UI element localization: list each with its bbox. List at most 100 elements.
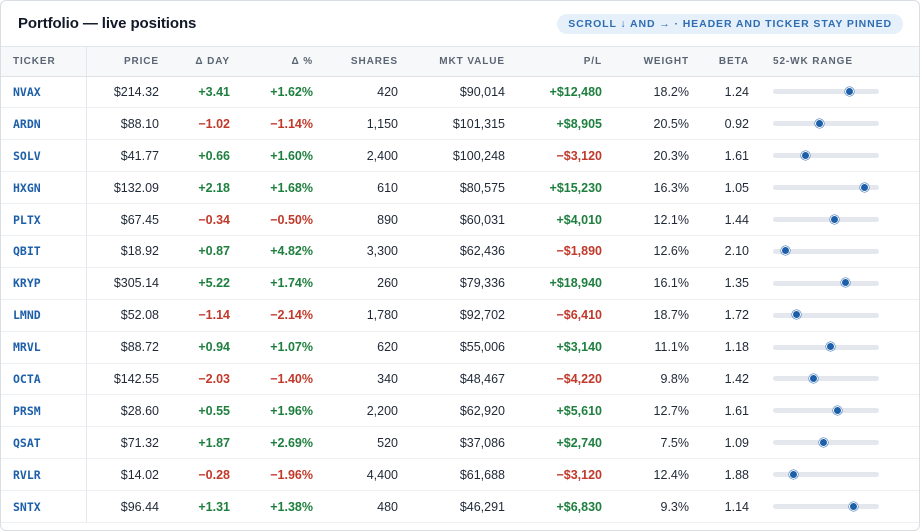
- table-row[interactable]: QSAT $71.32 +1.87 +2.69% 520 $37,086 +$2,740 7.…: [1, 426, 919, 460]
- range-cell: [759, 426, 919, 460]
- profit-loss-cell: +$18,940: [515, 267, 612, 300]
- range-marker: [791, 310, 801, 320]
- range-track: [773, 437, 879, 447]
- profit-loss-cell: +$2,740: [515, 426, 612, 460]
- table-row[interactable]: LMND $52.08 −1.14 −2.14% 1,780 $92,702 −$6,410…: [1, 299, 919, 332]
- market-value-cell: $62,920: [408, 394, 515, 428]
- shares-cell: 4,400: [323, 458, 408, 492]
- percent-change-cell: +1.96%: [240, 394, 323, 428]
- column-header-shares[interactable]: Shares: [323, 47, 408, 77]
- ticker-cell[interactable]: OCTA: [1, 363, 87, 396]
- profit-loss-cell: −$1,890: [515, 235, 612, 268]
- ticker-cell[interactable]: SOLV: [1, 139, 87, 173]
- profit-loss-cell: +$4,010: [515, 203, 612, 236]
- profit-loss-cell: −$4,220: [515, 363, 612, 396]
- market-value-cell: $55,006: [408, 331, 515, 364]
- column-header-price[interactable]: Price: [86, 47, 169, 77]
- table-row[interactable]: QBIT $18.92 +0.87 +4.82% 3,300 $62,436 −$1,890…: [1, 235, 919, 268]
- range-track: [773, 373, 879, 383]
- table-row[interactable]: NVAX $214.32 +3.41 +1.62% 420 $90,014 +$12,480…: [1, 76, 919, 109]
- ticker-cell[interactable]: QSAT: [1, 426, 87, 460]
- ticker-cell[interactable]: PRSM: [1, 394, 87, 428]
- beta-cell: 1.61: [699, 139, 759, 173]
- percent-change-cell: +1.38%: [240, 490, 323, 523]
- price-cell: $88.72: [86, 331, 169, 364]
- profit-loss-cell: −$6,410: [515, 299, 612, 332]
- price-cell: $214.32: [86, 76, 169, 109]
- table-row[interactable]: PRSM $28.60 +0.55 +1.96% 2,200 $62,920 +$5,610…: [1, 394, 919, 428]
- percent-change-cell: −1.14%: [240, 107, 323, 141]
- price-cell: $28.60: [86, 394, 169, 428]
- weight-cell: 12.6%: [612, 235, 699, 268]
- market-value-cell: $60,031: [408, 203, 515, 236]
- ticker-cell[interactable]: LMND: [1, 299, 87, 332]
- column-header-percent-change[interactable]: Δ %: [240, 47, 323, 77]
- percent-change-cell: +2.69%: [240, 426, 323, 460]
- range-cell: [759, 235, 919, 268]
- day-change-cell: +0.87: [169, 235, 240, 268]
- table-row[interactable]: HXGN $132.09 +2.18 +1.68% 610 $80,575 +$15,230…: [1, 171, 919, 205]
- profit-loss-cell: +$6,830: [515, 490, 612, 523]
- table-row[interactable]: KRYP $305.14 +5.22 +1.74% 260 $79,336 +$18,940…: [1, 267, 919, 300]
- range-track: [773, 342, 879, 352]
- positions-table: Ticker Price Δ Day Δ % Shares Mkt Value …: [1, 47, 919, 523]
- weight-cell: 9.8%: [612, 363, 699, 396]
- beta-cell: 1.72: [699, 299, 759, 332]
- ticker-cell[interactable]: KRYP: [1, 267, 87, 300]
- profit-loss-cell: −$3,120: [515, 139, 612, 173]
- percent-change-cell: −0.50%: [240, 203, 323, 236]
- table-row[interactable]: ARDN $88.10 −1.02 −1.14% 1,150 $101,315 +$8,90…: [1, 107, 919, 141]
- shares-cell: 2,200: [323, 394, 408, 428]
- price-cell: $88.10: [86, 107, 169, 141]
- market-value-cell: $48,467: [408, 363, 515, 396]
- column-header-day-change[interactable]: Δ Day: [169, 47, 240, 77]
- ticker-cell[interactable]: MRVL: [1, 331, 87, 364]
- beta-cell: 0.92: [699, 107, 759, 141]
- ticker-cell[interactable]: QBIT: [1, 235, 87, 268]
- market-value-cell: $90,014: [408, 76, 515, 109]
- table-row[interactable]: PLTX $67.45 −0.34 −0.50% 890 $60,031 +$4,010 12…: [1, 203, 919, 236]
- price-cell: $18.92: [86, 235, 169, 268]
- range-marker: [840, 278, 850, 288]
- table-body: NVAX $214.32 +3.41 +1.62% 420 $90,014 +$12,480…: [1, 76, 919, 523]
- ticker-cell[interactable]: NVAX: [1, 76, 87, 109]
- price-cell: $52.08: [86, 299, 169, 332]
- range-marker: [788, 469, 798, 479]
- price-cell: $132.09: [86, 171, 169, 205]
- shares-cell: 890: [323, 203, 408, 236]
- weight-cell: 20.3%: [612, 139, 699, 173]
- column-header-beta[interactable]: Beta: [699, 47, 759, 77]
- ticker-cell[interactable]: ARDN: [1, 107, 87, 141]
- shares-cell: 610: [323, 171, 408, 205]
- table-row[interactable]: OCTA $142.55 −2.03 −1.40% 340 $48,467 −$4,220 9…: [1, 363, 919, 396]
- ticker-cell[interactable]: RVLR: [1, 458, 87, 492]
- beta-cell: 1.05: [699, 171, 759, 205]
- column-header-profit-loss[interactable]: P/L: [515, 47, 612, 77]
- profit-loss-cell: +$15,230: [515, 171, 612, 205]
- market-value-cell: $62,436: [408, 235, 515, 268]
- ticker-cell[interactable]: SNTX: [1, 490, 87, 523]
- range-marker: [808, 373, 818, 383]
- beta-cell: 1.14: [699, 490, 759, 523]
- ticker-cell[interactable]: PLTX: [1, 203, 87, 236]
- beta-cell: 1.44: [699, 203, 759, 236]
- range-cell: [759, 363, 919, 396]
- column-header-weight[interactable]: Weight: [612, 47, 699, 77]
- table-row[interactable]: RVLR $14.02 −0.28 −1.96% 4,400 $61,688 −$3,120…: [1, 458, 919, 492]
- price-cell: $96.44: [86, 490, 169, 523]
- percent-change-cell: +1.62%: [240, 76, 323, 109]
- table-row[interactable]: SOLV $41.77 +0.66 +1.60% 2,400 $100,248 −$3,12…: [1, 139, 919, 173]
- table-row[interactable]: MRVL $88.72 +0.94 +1.07% 620 $55,006 +$3,140 11…: [1, 331, 919, 364]
- percent-change-cell: −1.40%: [240, 363, 323, 396]
- column-header-52wk-range[interactable]: 52-wk Range: [759, 47, 919, 77]
- profit-loss-cell: −$3,120: [515, 458, 612, 492]
- shares-cell: 340: [323, 363, 408, 396]
- ticker-cell[interactable]: HXGN: [1, 171, 87, 205]
- column-header-ticker[interactable]: Ticker: [1, 47, 87, 77]
- range-track: [773, 278, 879, 288]
- range-marker: [819, 437, 829, 447]
- day-change-cell: −0.28: [169, 458, 240, 492]
- table-row[interactable]: SNTX $96.44 +1.31 +1.38% 480 $46,291 +$6,830 9.…: [1, 490, 919, 523]
- column-header-market-value[interactable]: Mkt Value: [408, 47, 515, 77]
